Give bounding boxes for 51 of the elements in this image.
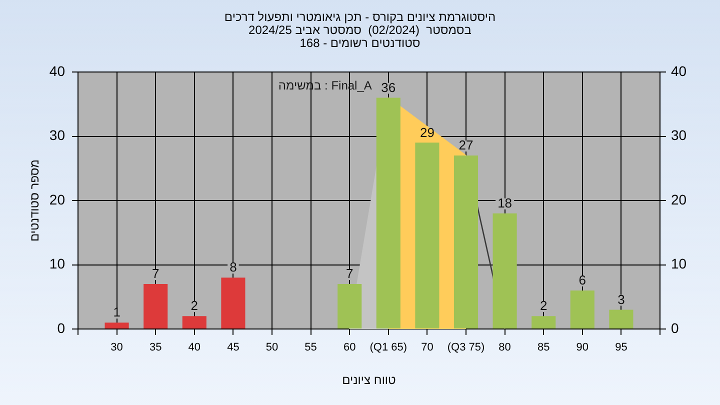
x-tick-label: (Q3 75): [447, 342, 485, 354]
x-tick-label: 35: [149, 342, 162, 354]
y-tick-label: 20: [49, 191, 66, 208]
y2-tick-label: 10: [671, 256, 687, 272]
y-tick-label: 10: [49, 256, 66, 272]
x-tick-label: 55: [304, 342, 317, 354]
data-label: 27: [458, 138, 474, 153]
x-tick-label: 80: [498, 342, 511, 354]
bar: [609, 310, 634, 328]
bar: [454, 156, 478, 328]
x-tick-label: (Q1 65): [370, 342, 408, 354]
data-label: 2: [190, 298, 198, 314]
x-tick-label: 95: [615, 342, 628, 354]
data-label: 6: [578, 272, 586, 288]
y-tick-label: 0: [57, 320, 66, 336]
x-tick-label: 50: [266, 342, 278, 354]
x-tick-label: 45: [227, 342, 240, 354]
bar: [415, 142, 440, 328]
x-tick-label: 85: [537, 342, 550, 354]
y2-tick-label: 20: [671, 191, 687, 208]
data-label: 7: [346, 266, 354, 282]
x-tick-label: 40: [188, 342, 201, 354]
chart-title: היסטוגרמת ציונים בקורס - תכן גיאומטרי ותפעול דרכים: [224, 10, 496, 24]
data-label: 18: [498, 195, 512, 210]
x-axis-title: טווח ציונים: [342, 373, 396, 388]
y-tick-label: 30: [49, 127, 66, 144]
data-label: 29: [420, 124, 434, 140]
y2-tick-label: 40: [671, 62, 687, 79]
y2-tick-label: 30: [671, 127, 687, 144]
data-label: 7: [152, 266, 160, 282]
y2-tick-label: 0: [671, 320, 679, 336]
data-label: 8: [230, 260, 237, 275]
bar: [104, 322, 129, 328]
data-label: 1: [113, 304, 120, 320]
bar: [532, 316, 556, 328]
bar: [182, 316, 206, 328]
data-label: 36: [381, 80, 396, 95]
y-axis-title: מספר סטודנטים: [28, 159, 42, 242]
bar: [221, 278, 246, 328]
bar: [492, 213, 517, 328]
x-tick-label: 60: [343, 342, 356, 354]
y-tick-label: 40: [49, 62, 66, 79]
x-tick-label: 30: [110, 342, 123, 354]
data-label: 3: [618, 292, 625, 307]
chart-subtitle: בסמסטר (02/2024) סמסטר אביב 2024/25 סטודנטים רשומים - 168: [248, 22, 472, 50]
x-tick-label: 70: [421, 342, 434, 354]
x-tick-label: 90: [576, 342, 589, 354]
bar: [338, 284, 362, 328]
bar: [570, 290, 594, 328]
data-label: 2: [540, 298, 548, 314]
bar: [144, 284, 168, 328]
